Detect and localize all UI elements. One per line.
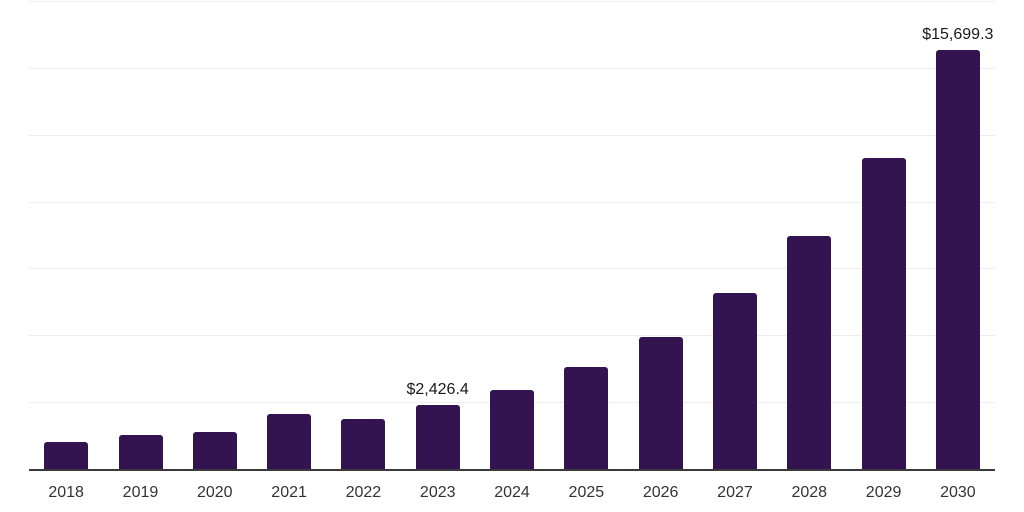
x-tick-2019: 2019: [122, 484, 159, 501]
bar-2020: [192, 432, 237, 470]
gridline: [29, 1, 995, 2]
gridline: [29, 67, 995, 69]
bar-2021: [267, 413, 312, 470]
x-tick-2028: 2028: [791, 484, 828, 501]
plot-area: $2,426.4 $15,699.3: [29, 0, 995, 470]
bar-2026: [638, 336, 683, 470]
x-tick-2023: 2023: [419, 484, 456, 501]
x-axis-tick-labels: 2018 2019 2020 2021 2022 2023 2024 2025 2026 2027…: [29, 484, 995, 502]
gridline: [29, 335, 995, 337]
value-label-2030: $15,699.3: [922, 26, 994, 44]
gridline: [29, 134, 995, 136]
bar-2028: [787, 236, 832, 470]
bar-2030: [935, 50, 980, 470]
bar-2018: [44, 441, 89, 470]
x-tick-2029: 2029: [865, 484, 902, 501]
x-tick-2027: 2027: [717, 484, 753, 501]
x-tick-2020: 2020: [196, 484, 233, 501]
bar-2027: [712, 293, 757, 470]
x-tick-2021: 2021: [271, 484, 307, 501]
bar-2019: [118, 435, 163, 470]
gridline: [29, 268, 995, 270]
x-tick-2026: 2026: [642, 484, 679, 501]
x-tick-2022: 2022: [345, 484, 382, 501]
x-tick-2025: 2025: [568, 484, 605, 501]
x-tick-2018: 2018: [48, 484, 84, 501]
bar-2029: [861, 158, 906, 470]
bar-2023: [415, 405, 460, 470]
bar-2022: [341, 418, 386, 470]
bar-2025: [564, 367, 609, 470]
gridline: [29, 201, 995, 203]
x-tick-2030: 2030: [940, 484, 976, 501]
bar-2024: [490, 389, 534, 470]
x-tick-2024: 2024: [494, 484, 530, 501]
x-axis-line: [29, 469, 995, 471]
value-label-2023: $2,426.4: [406, 381, 469, 399]
